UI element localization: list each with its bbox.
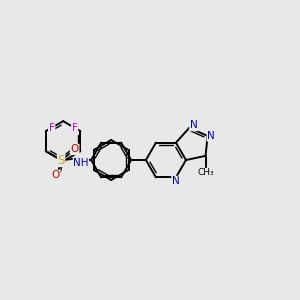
Text: O: O <box>70 144 79 154</box>
Text: N: N <box>207 131 215 141</box>
Text: O: O <box>52 170 60 180</box>
Text: N: N <box>172 176 180 187</box>
Text: NH: NH <box>73 158 88 168</box>
Text: CH₃: CH₃ <box>198 168 214 177</box>
Text: N: N <box>190 120 198 130</box>
Text: F: F <box>49 123 55 133</box>
Text: S: S <box>57 154 65 166</box>
Text: F: F <box>72 123 77 133</box>
